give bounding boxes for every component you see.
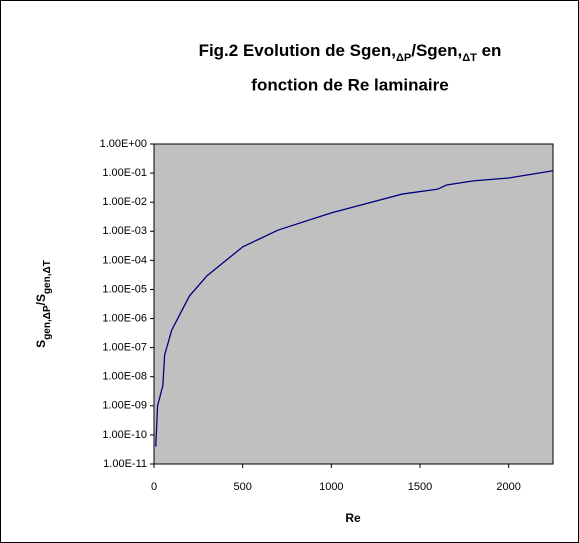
- text-part: S: [34, 340, 48, 348]
- x-tick-label: 1500: [408, 481, 432, 493]
- plot-area: [153, 143, 554, 465]
- x-tick-label: 0: [151, 481, 157, 493]
- x-tick-label: 500: [233, 481, 251, 493]
- x-tick-label: 2000: [496, 481, 520, 493]
- y-tick-label: 1.00E+00: [100, 138, 147, 150]
- line-series: [155, 170, 554, 447]
- text-part: /Sgen,: [411, 41, 462, 60]
- subscript: gen,ΔT: [42, 260, 53, 294]
- y-tick-label: 1.00E-03: [102, 225, 147, 237]
- subscript: ΔT: [462, 52, 477, 64]
- subscript: ΔP: [396, 52, 411, 64]
- subscript: gen,ΔP: [42, 305, 53, 340]
- text-part: Fig.2 Evolution de Sgen,: [199, 41, 396, 60]
- y-tick-label: 1.00E-04: [102, 254, 147, 266]
- y-tick-label: 1.00E-08: [102, 371, 147, 383]
- y-tick-label: 1.00E-09: [102, 400, 147, 412]
- x-axis-title: Re: [345, 511, 361, 525]
- chart-title: fonction de Re laminaire: [251, 75, 448, 94]
- x-tick-label: 1000: [319, 481, 343, 493]
- y-tick-label: 1.00E-02: [102, 196, 147, 208]
- y-tick-label: 1.00E-05: [102, 283, 147, 295]
- y-tick-label: 1.00E-01: [102, 167, 147, 179]
- rich-text: Sgen,ΔP/Sgen,ΔT: [34, 260, 53, 348]
- y-tick-label: 1.00E-07: [102, 342, 147, 354]
- text-part: en: [477, 41, 502, 60]
- y-tick-label: 1.00E-06: [102, 312, 147, 324]
- y-tick-label: 1.00E-11: [103, 458, 147, 470]
- text-part: /S: [34, 294, 48, 305]
- rich-text: Fig.2 Evolution de Sgen,ΔP/Sgen,ΔT en: [199, 41, 502, 63]
- y-tick-label: 1.00E-10: [102, 429, 147, 441]
